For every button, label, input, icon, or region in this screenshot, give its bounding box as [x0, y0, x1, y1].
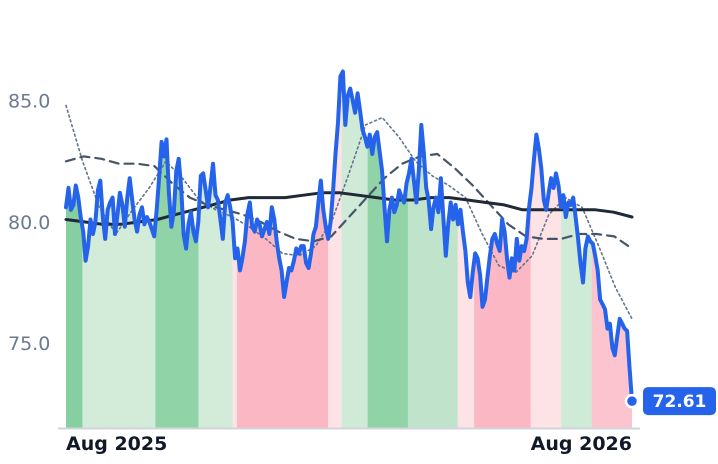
last-value-label: 72.61: [653, 392, 707, 412]
last-value-badge: [643, 387, 716, 416]
series-layer: [64, 69, 634, 404]
y-tick-label: 75.0: [8, 333, 50, 355]
series-line-price: [64, 69, 634, 404]
regime-band: [232, 100, 238, 428]
x-tick-label: Aug 2026: [531, 433, 632, 455]
y-tick-label: 85.0: [8, 91, 50, 113]
regime-band: [236, 100, 329, 428]
last-value-marker: 72.61: [624, 387, 716, 416]
regime-band: [474, 100, 532, 428]
regime-band: [341, 100, 369, 428]
series-line-ma-long: [64, 191, 634, 226]
regime-band: [198, 100, 233, 428]
regime-band: [66, 100, 83, 428]
regime-band: [82, 100, 156, 428]
regime-band: [561, 100, 593, 428]
y-axis-ticks: 75.0 80.0 85.0: [8, 91, 50, 356]
x-tick-label: Aug 2025: [66, 433, 167, 455]
regime-band: [407, 100, 459, 428]
last-value-dot: [624, 393, 640, 409]
x-axis-ticks: Aug 2025 Aug 2026: [66, 433, 632, 455]
regime-bands: [66, 100, 632, 428]
y-tick-label: 80.0: [8, 212, 50, 234]
